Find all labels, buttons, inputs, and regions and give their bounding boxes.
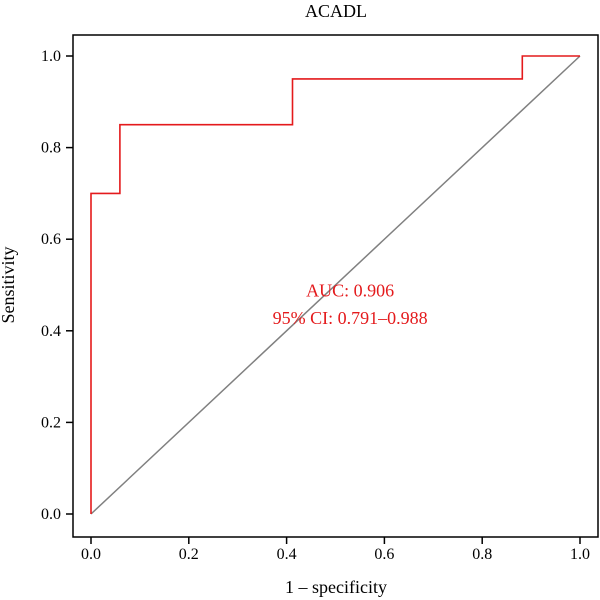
x-axis-label: 1 – specificity — [285, 577, 387, 597]
auc-annotation: AUC: 0.906 — [306, 280, 394, 300]
annotations: AUC: 0.906 95% CI: 0.791–0.988 — [273, 280, 428, 327]
x-tick-label: 0.0 — [81, 546, 101, 563]
x-tick-label: 0.2 — [179, 546, 199, 563]
y-tick-label: 0.4 — [41, 323, 61, 340]
axes: 0.0 0.2 0.4 0.6 0.8 1.0 0.0 0.2 0.4 0.6 0.8 1.0 — [41, 48, 590, 563]
x-tick-label: 0.8 — [472, 546, 492, 563]
x-tick-label: 0.4 — [277, 546, 297, 563]
auc-annotation: 95% CI: 0.791–0.988 — [273, 308, 428, 328]
y-tick-label: 0.8 — [41, 140, 61, 157]
x-tick-label: 0.6 — [374, 546, 394, 563]
chart-title: ACADL — [305, 1, 367, 21]
roc-curve-line — [90, 55, 580, 514]
roc-curve-series — [90, 55, 580, 514]
y-tick-label: 0.2 — [41, 414, 61, 431]
reference-diagonal — [90, 55, 581, 515]
x-tick-label: 1.0 — [570, 546, 590, 563]
plot-frame — [72, 34, 599, 538]
reference-line — [90, 55, 581, 515]
y-axis-label: Sensitivity — [0, 246, 18, 323]
y-tick-label: 1.0 — [41, 48, 61, 65]
y-tick-label: 0.0 — [41, 506, 61, 523]
y-tick-label: 0.6 — [41, 231, 61, 248]
